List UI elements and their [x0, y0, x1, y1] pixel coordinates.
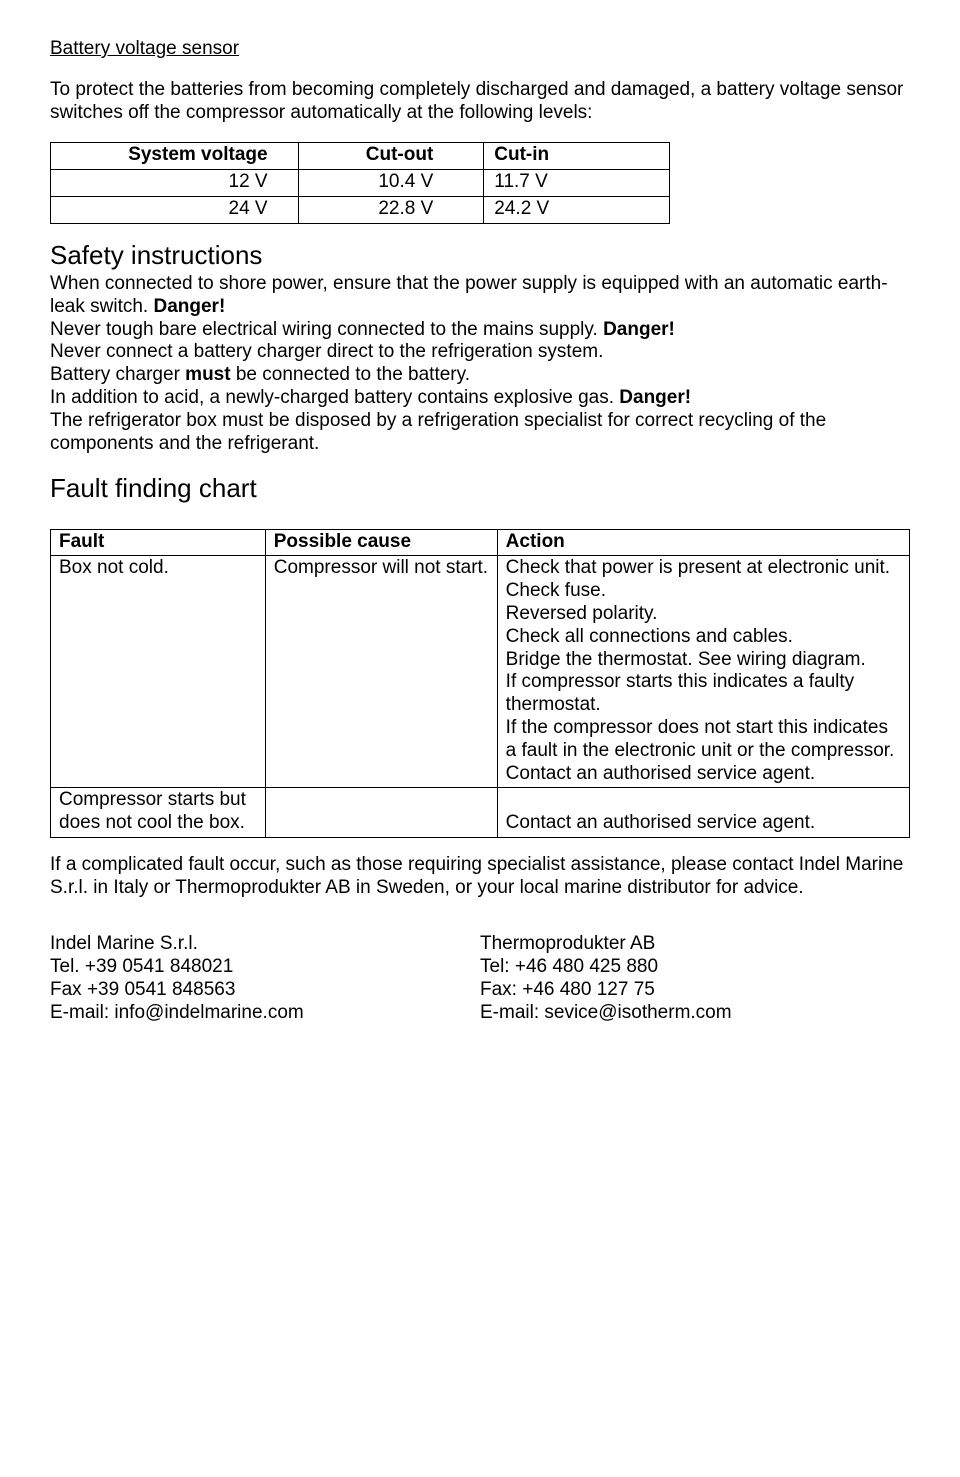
safety-heading: Safety instructions — [50, 240, 910, 271]
contact-fax: Fax +39 0541 848563 — [50, 979, 480, 1002]
safety-line: be connected to the battery. — [231, 364, 470, 385]
safety-line: Never connect a battery charger direct t… — [50, 341, 603, 362]
fault-chart-heading: Fault finding chart — [50, 473, 910, 504]
col-header-cause: Possible cause — [265, 529, 497, 556]
table-row: 24 V 22.8 V 24.2 V — [51, 196, 670, 223]
cell-out: 22.8 V — [298, 196, 484, 223]
contact-tel: Tel: +46 480 425 880 — [480, 956, 910, 979]
cell-in: 11.7 V — [484, 170, 670, 197]
cell-action: Contact an authorised service agent. — [497, 788, 909, 838]
cell-in: 24.2 V — [484, 196, 670, 223]
contact-name: Thermoprodukter AB — [480, 933, 910, 956]
contact-email: E-mail: info@indelmarine.com — [50, 1002, 480, 1025]
fault-table: Fault Possible cause Action Box not cold… — [50, 529, 910, 838]
cell-sys: 12 V — [51, 170, 299, 197]
contact-email: E-mail: sevice@isotherm.com — [480, 1002, 910, 1025]
safety-line: The refrigerator box must be disposed by… — [50, 410, 826, 454]
cell-action: Check that power is present at electroni… — [497, 556, 909, 788]
contact-section: Indel Marine S.r.l. Tel. +39 0541 848021… — [50, 933, 910, 1024]
cell-cause — [265, 788, 497, 838]
contact-right: Thermoprodukter AB Tel: +46 480 425 880 … — [480, 933, 910, 1024]
cell-cause: Compressor will not start. — [265, 556, 497, 788]
safety-paragraph: When connected to shore power, ensure th… — [50, 273, 910, 455]
section-title: Battery voltage sensor — [50, 38, 910, 61]
after-table-paragraph: If a complicated fault occur, such as th… — [50, 854, 910, 900]
danger-label: Danger! — [603, 319, 675, 340]
col-header-cutout: Cut-out — [298, 143, 484, 170]
table-header-row: Fault Possible cause Action — [51, 529, 910, 556]
col-header-fault: Fault — [51, 529, 266, 556]
table-row: 12 V 10.4 V 11.7 V — [51, 170, 670, 197]
table-row: Compressor starts but does not cool the … — [51, 788, 910, 838]
col-header-action: Action — [497, 529, 909, 556]
table-row: Box not cold. Compressor will not start.… — [51, 556, 910, 788]
cell-fault: Box not cold. — [51, 556, 266, 788]
col-header-system: System voltage — [51, 143, 299, 170]
contact-fax: Fax: +46 480 127 75 — [480, 979, 910, 1002]
table-header-row: System voltage Cut-out Cut-in — [51, 143, 670, 170]
contact-name: Indel Marine S.r.l. — [50, 933, 480, 956]
cell-out: 10.4 V — [298, 170, 484, 197]
danger-label: Danger! — [153, 296, 225, 317]
safety-line: Battery charger — [50, 364, 185, 385]
danger-label: Danger! — [619, 387, 691, 408]
contact-tel: Tel. +39 0541 848021 — [50, 956, 480, 979]
voltage-table: System voltage Cut-out Cut-in 12 V 10.4 … — [50, 142, 670, 223]
safety-line: Never tough bare electrical wiring conne… — [50, 319, 603, 340]
intro-paragraph: To protect the batteries from becoming c… — [50, 79, 910, 125]
must-label: must — [185, 364, 230, 385]
cell-fault: Compressor starts but does not cool the … — [51, 788, 266, 838]
contact-left: Indel Marine S.r.l. Tel. +39 0541 848021… — [50, 933, 480, 1024]
col-header-cutin: Cut-in — [484, 143, 670, 170]
cell-sys: 24 V — [51, 196, 299, 223]
safety-line: In addition to acid, a newly-charged bat… — [50, 387, 619, 408]
